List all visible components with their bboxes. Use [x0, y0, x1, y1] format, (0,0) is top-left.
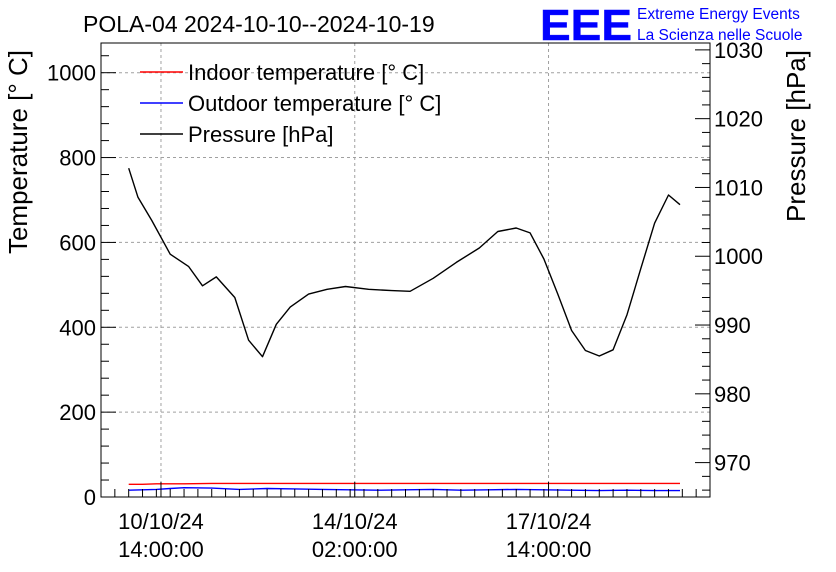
- x-tick-label: 14/10/24: [312, 509, 398, 534]
- y-tick-label: 1000: [47, 61, 96, 86]
- grid: [101, 43, 710, 497]
- y2-tick-label: 980: [714, 382, 751, 407]
- x-tick-label: 17/10/24: [506, 509, 592, 534]
- legend-label-indoor: Indoor temperature [° C]: [188, 60, 424, 85]
- logo: EEE Extreme Energy Events La Scienza nel…: [540, 1, 803, 51]
- y2-tick-label: 970: [714, 451, 751, 476]
- legend-label-outdoor: Outdoor temperature [° C]: [188, 91, 441, 116]
- x-tick-label: 14:00:00: [118, 537, 204, 562]
- y-tick-label: 400: [59, 315, 96, 340]
- chart-title: POLA-04 2024-10-10--2024-10-19: [83, 11, 435, 37]
- logo-line2: La Scienza nelle Scuole: [637, 27, 802, 44]
- y2-axis-label: Pressure [hPa]: [781, 50, 811, 222]
- series-line-indoor: [128, 482, 680, 485]
- y2-tick-label: 1010: [714, 175, 763, 200]
- series-layer: [128, 167, 681, 492]
- y-tick-label: 0: [84, 485, 96, 510]
- y2-tick-label: 1020: [714, 107, 763, 132]
- y-axis-label: Temperature [° C]: [3, 50, 33, 254]
- y-tick-label: 200: [59, 400, 96, 425]
- x-tick-label: 14:00:00: [506, 537, 592, 562]
- logo-mark: EEE: [540, 1, 632, 50]
- y2-tick-label: 1030: [714, 38, 763, 63]
- x-tick-label: 10/10/24: [118, 509, 204, 534]
- axes: 0 200 400 600 800 1000 970 980 990 1000 1010 1020 10…: [47, 38, 763, 562]
- x-tick-label: 02:00:00: [312, 537, 398, 562]
- y2-tick-label: 1000: [714, 244, 763, 269]
- legend: Indoor temperature [° C] Outdoor temperat…: [140, 60, 441, 147]
- y-tick-label: 600: [59, 230, 96, 255]
- logo-line1: Extreme Energy Events: [637, 6, 800, 23]
- legend-label-pressure: Pressure [hPa]: [188, 122, 334, 147]
- y2-tick-label: 990: [714, 313, 751, 338]
- series-line-pressure: [128, 167, 681, 358]
- y-tick-label: 800: [59, 146, 96, 171]
